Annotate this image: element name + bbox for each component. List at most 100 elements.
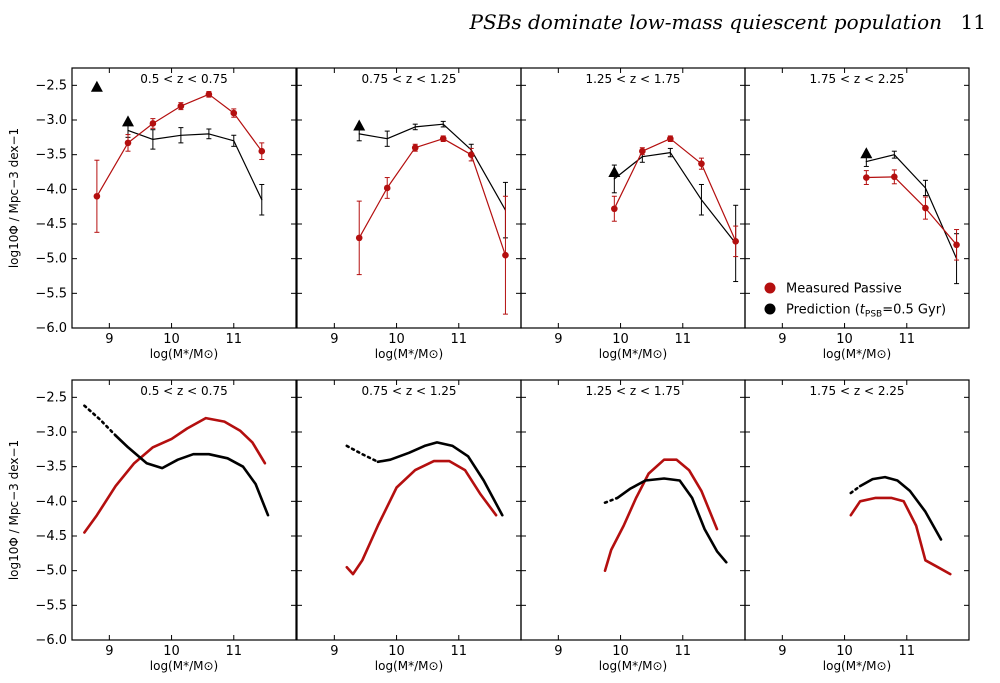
measured-series-line — [865, 176, 958, 246]
x-axis-label: log(M*/M⊙) — [823, 659, 891, 673]
measured-curve — [603, 458, 719, 573]
x-tick-label: 11 — [451, 644, 468, 659]
panel-title: 1.25 < z < 1.75 — [585, 72, 680, 86]
measured-point-marker — [467, 151, 475, 158]
x-axis-label: log(M*/M⊙) — [375, 347, 443, 361]
measured-point-marker — [205, 91, 213, 98]
y-tick-label: −2.5 — [35, 390, 67, 405]
lower-limit-marker — [122, 115, 134, 127]
x-tick-label: 9 — [554, 332, 562, 347]
panel-frame — [520, 379, 746, 641]
panel-title: 0.75 < z < 1.25 — [361, 384, 456, 398]
measured-point-marker — [667, 135, 674, 143]
y-tick-label: −3.0 — [35, 425, 67, 440]
prediction-series-line — [358, 123, 506, 211]
x-tick-label: 9 — [105, 332, 113, 347]
prediction-curve — [858, 475, 943, 541]
x-tick-label: 11 — [451, 332, 468, 347]
measured-curve — [849, 496, 952, 576]
measured-point-marker — [732, 238, 739, 245]
legend-measured-label: Measured Passive — [786, 282, 902, 297]
prediction-curve — [114, 434, 270, 517]
panel-title: 1.75 < z < 2.25 — [809, 384, 904, 398]
x-tick-label: 11 — [899, 332, 916, 347]
x-tick-label: 9 — [554, 644, 562, 659]
x-tick-label: 10 — [388, 332, 405, 347]
legend-prediction-label: Prediction (tPSB=0.5 Gyr) — [786, 303, 946, 320]
measured-point-marker — [891, 173, 898, 181]
y-tick-label: −3.0 — [35, 113, 67, 128]
panel-frame — [71, 67, 297, 329]
lower-limit-marker — [608, 166, 621, 177]
panel-title: 0.5 < z < 0.75 — [140, 72, 227, 86]
measured-point-marker — [411, 144, 419, 152]
panel-frame — [520, 67, 746, 329]
panel-frame — [744, 67, 970, 329]
x-axis-label: log(M*/M⊙) — [823, 347, 891, 361]
measured-point-marker — [355, 234, 363, 242]
lower-limit-marker — [860, 147, 873, 159]
x-axis-label: log(M*/M⊙) — [599, 659, 667, 673]
panel-top-2: 9 10 11 log(M*/M⊙) 0.75 < z < 1.25 — [296, 67, 522, 361]
panel-title: 1.75 < z < 2.25 — [809, 72, 904, 86]
x-tick-label: 9 — [778, 332, 786, 347]
x-axis-label: log(M*/M⊙) — [375, 659, 443, 673]
legend-measured-marker — [764, 282, 776, 294]
prediction-curve-extrapolated — [849, 484, 862, 495]
x-tick-label: 11 — [675, 644, 692, 659]
measured-point-marker — [863, 174, 870, 181]
x-tick-label: 10 — [612, 332, 629, 347]
prediction-series-line — [127, 129, 263, 201]
panel-bottom-1: 9 10 11 −2.5 −3.0 −3.5 −4.0 −4.5 −5.0 −5.5 −6.0 log… — [35, 379, 297, 673]
x-tick-label: 10 — [612, 644, 629, 659]
y-tick-label: −3.5 — [35, 460, 67, 475]
panel-bottom-4: 9 10 11 log(M*/M⊙) 1.75 < z < 2.25 — [744, 379, 970, 673]
y-tick-label: −6.0 — [35, 321, 67, 336]
panel-title: 0.75 < z < 1.25 — [361, 72, 456, 86]
y-tick-label: −4.0 — [35, 494, 67, 509]
x-tick-label: 10 — [388, 644, 405, 659]
y-tick-label: −5.5 — [35, 598, 67, 613]
y-tick-label: −2.5 — [35, 78, 67, 93]
y-axis-label: log10Φ / Mpc−3 dex−1 — [7, 440, 21, 580]
measured-point-marker — [439, 135, 447, 143]
legend-prediction-marker — [764, 303, 776, 315]
x-tick-label: 9 — [330, 332, 338, 347]
measured-curve — [345, 459, 498, 576]
panel-bottom-2: 9 10 11 log(M*/M⊙) 0.75 < z < 1.25 — [296, 379, 522, 673]
measured-point-marker — [230, 109, 238, 117]
measured-point-marker — [177, 102, 185, 110]
measured-point-marker — [698, 160, 705, 167]
measured-point-marker — [124, 139, 132, 147]
measured-point-marker — [258, 147, 266, 155]
y-tick-label: −3.5 — [35, 148, 67, 163]
x-tick-label: 10 — [163, 644, 180, 659]
y-tick-label: −6.0 — [35, 633, 67, 648]
lower-limit-marker — [353, 119, 366, 131]
prediction-curve-extrapolated — [83, 404, 117, 437]
measured-point-marker — [383, 184, 391, 192]
panel-title: 0.5 < z < 0.75 — [140, 384, 227, 398]
lower-limit-marker — [90, 80, 103, 92]
panel-frame — [71, 379, 297, 641]
y-tick-label: −5.0 — [35, 564, 67, 579]
prediction-curve — [376, 441, 504, 517]
prediction-series-line — [865, 154, 958, 260]
y-tick-label: −5.5 — [35, 286, 67, 301]
page-number: 11 — [960, 10, 986, 34]
x-tick-label: 9 — [105, 644, 113, 659]
panel-bottom-3: 9 10 11 log(M*/M⊙) 1.25 < z < 1.75 — [520, 379, 746, 673]
measured-point-marker — [502, 251, 509, 259]
x-axis-label: log(M*/M⊙) — [150, 347, 218, 361]
y-tick-label: −4.5 — [35, 529, 67, 544]
y-tick-label: −4.5 — [35, 217, 67, 232]
measured-series-line — [358, 138, 506, 256]
x-tick-label: 9 — [330, 644, 338, 659]
x-tick-label: 11 — [899, 644, 916, 659]
y-axis-label: log10Φ / Mpc−3 dex−1 — [7, 128, 21, 268]
x-tick-label: 10 — [836, 644, 853, 659]
measured-point-marker — [953, 241, 960, 249]
panel-frame — [296, 379, 522, 641]
x-tick-label: 11 — [675, 332, 692, 347]
